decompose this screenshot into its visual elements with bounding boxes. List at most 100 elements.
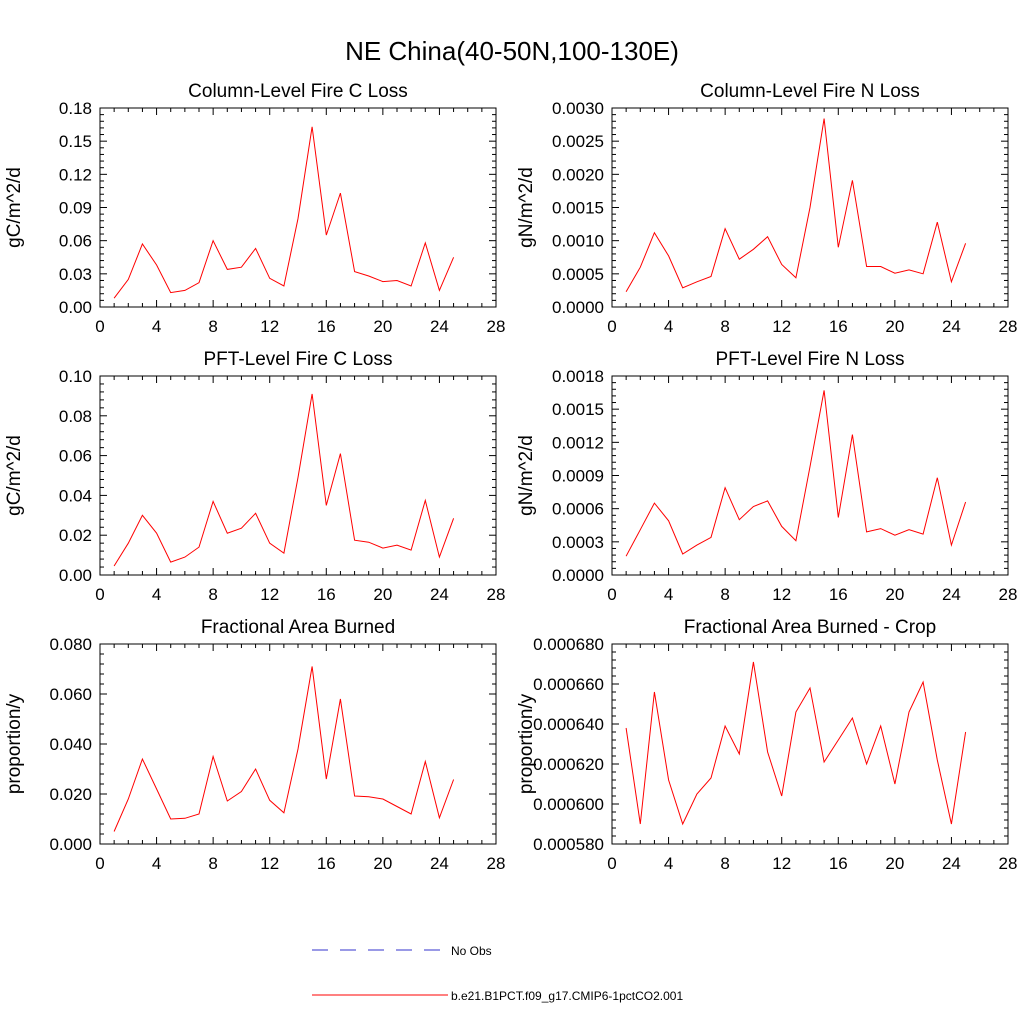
y-tick-label: 0.0006: [552, 500, 604, 519]
x-tick-label: 0: [607, 854, 616, 873]
plot-frame: [611, 375, 1009, 576]
y-tick-label: 0.0000: [552, 566, 604, 585]
y-tick-label: 0.0015: [552, 400, 604, 419]
y-tick-label: 0.04: [59, 486, 92, 505]
y-tick-label: 0.06: [59, 232, 92, 251]
y-tick-label: 0.0012: [552, 433, 604, 452]
x-tick-label: 16: [829, 317, 848, 336]
y-tick-label: 0.00: [59, 566, 92, 585]
y-tick-label: 0.06: [59, 447, 92, 466]
series-line: [625, 661, 967, 826]
y-tick-label: 0.0003: [552, 533, 604, 552]
y-axis-label: proportion/y: [516, 693, 537, 794]
panel-title: PFT-Level Fire N Loss: [716, 349, 905, 370]
x-tick-label: 28: [999, 317, 1018, 336]
legend-label-model: b.e21.B1PCT.f09_g17.CMIP6-1pctCO2.001: [451, 989, 683, 1003]
y-tick-label: 0.000640: [533, 715, 604, 734]
series-line: [625, 118, 967, 292]
x-tick-label: 20: [373, 854, 392, 873]
x-tick-label: 28: [999, 854, 1018, 873]
x-tick-label: 12: [260, 585, 279, 604]
plot-frame: [99, 107, 497, 308]
y-tick-label: 0.02: [59, 526, 92, 545]
legend: No Obs b.e21.B1PCT.f09_g17.CMIP6-1pctCO2…: [312, 944, 683, 1003]
y-tick-label: 0.0015: [552, 199, 604, 218]
y-tick-label: 0.000: [49, 835, 92, 854]
x-tick-label: 4: [664, 317, 673, 336]
x-tick-label: 12: [772, 585, 791, 604]
y-tick-label: 0.020: [49, 785, 92, 804]
y-axis-label: gN/m^2/d: [516, 167, 537, 248]
legend-label-no-obs: No Obs: [451, 944, 492, 958]
x-tick-label: 12: [772, 854, 791, 873]
panel-2: Column-Level Fire N Loss gN/m^2/d 0 4 8 12 16 2…: [516, 81, 1017, 336]
plot-frame: [611, 643, 1009, 845]
plot-frame: [99, 643, 497, 845]
panel-title: Column-Level Fire N Loss: [700, 81, 920, 102]
y-tick-label: 0.0005: [552, 265, 604, 284]
y-tick-label: 0.000620: [533, 755, 604, 774]
plot-frame: [611, 107, 1009, 308]
y-tick-label: 0.000680: [533, 635, 604, 654]
x-tick-label: 24: [430, 854, 449, 873]
y-tick-label: 0.00: [59, 298, 92, 317]
x-tick-label: 8: [208, 317, 217, 336]
x-tick-label: 4: [664, 854, 673, 873]
x-tick-label: 0: [607, 585, 616, 604]
x-tick-label: 12: [772, 317, 791, 336]
x-tick-label: 0: [607, 317, 616, 336]
y-tick-label: 0.000660: [533, 675, 604, 694]
y-tick-label: 0.060: [49, 685, 92, 704]
x-tick-label: 4: [152, 854, 161, 873]
x-tick-label: 0: [95, 317, 104, 336]
x-tick-label: 24: [430, 317, 449, 336]
x-tick-label: 16: [829, 854, 848, 873]
x-tick-label: 4: [152, 585, 161, 604]
y-tick-label: 0.0030: [552, 99, 604, 118]
x-tick-label: 20: [373, 585, 392, 604]
y-tick-label: 0.0000: [552, 298, 604, 317]
panel-3: PFT-Level Fire C Loss gC/m^2/d 0 4 8 12 16 20 24…: [4, 349, 505, 604]
x-tick-label: 16: [829, 585, 848, 604]
x-tick-label: 8: [208, 854, 217, 873]
y-tick-label: 0.09: [59, 199, 92, 218]
y-tick-label: 0.0010: [552, 232, 604, 251]
x-tick-label: 4: [664, 585, 673, 604]
panels: Column-Level Fire C Loss gC/m^2/d 0 4 8 12 16 2…: [4, 81, 1017, 873]
panel-4: PFT-Level Fire N Loss gN/m^2/d 0 4 8 12 16 20 24…: [516, 349, 1017, 604]
panel-title: PFT-Level Fire C Loss: [204, 349, 393, 370]
y-tick-label: 0.0025: [552, 132, 604, 151]
y-tick-label: 0.080: [49, 635, 92, 654]
panel-1: Column-Level Fire C Loss gC/m^2/d 0 4 8 12 16 2…: [4, 81, 505, 336]
y-tick-label: 0.10: [59, 367, 92, 386]
x-tick-label: 28: [487, 585, 506, 604]
y-tick-label: 0.15: [59, 132, 92, 151]
x-tick-label: 20: [885, 854, 904, 873]
y-tick-label: 0.0020: [552, 165, 604, 184]
x-tick-label: 8: [720, 585, 729, 604]
y-tick-label: 0.18: [59, 99, 92, 118]
y-tick-label: 0.08: [59, 407, 92, 426]
series-line: [113, 666, 455, 832]
y-axis-label: gN/m^2/d: [516, 435, 537, 516]
x-tick-label: 8: [208, 585, 217, 604]
x-tick-label: 24: [430, 585, 449, 604]
x-tick-label: 20: [885, 317, 904, 336]
x-tick-label: 20: [885, 585, 904, 604]
x-tick-label: 28: [999, 585, 1018, 604]
y-tick-label: 0.03: [59, 265, 92, 284]
series-line: [625, 390, 967, 557]
y-tick-label: 0.0018: [552, 367, 604, 386]
x-tick-label: 16: [317, 854, 336, 873]
x-tick-label: 28: [487, 317, 506, 336]
plot-frame: [99, 375, 497, 576]
y-axis-label: gC/m^2/d: [4, 435, 25, 516]
x-tick-label: 0: [95, 585, 104, 604]
x-tick-label: 24: [942, 317, 961, 336]
x-tick-label: 16: [317, 317, 336, 336]
panel-6: Fractional Area Burned - Crop proportion/…: [516, 617, 1017, 873]
x-tick-label: 24: [942, 585, 961, 604]
x-tick-label: 20: [373, 317, 392, 336]
series-line: [113, 126, 455, 299]
y-axis-label: gC/m^2/d: [4, 167, 25, 248]
